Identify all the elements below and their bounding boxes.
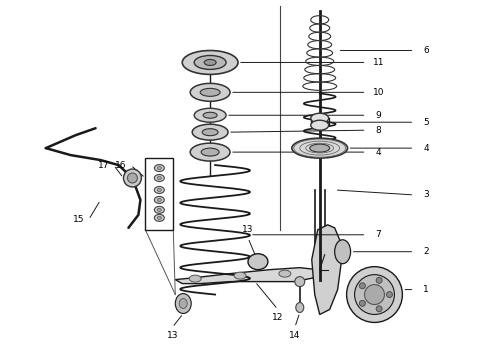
Text: 11: 11: [373, 58, 384, 67]
Text: 12: 12: [272, 313, 284, 322]
Ellipse shape: [175, 293, 191, 314]
Ellipse shape: [157, 208, 161, 211]
Ellipse shape: [234, 272, 246, 279]
Ellipse shape: [154, 197, 164, 203]
Text: 4: 4: [376, 148, 381, 157]
Ellipse shape: [157, 216, 161, 219]
Ellipse shape: [127, 173, 137, 183]
Ellipse shape: [335, 240, 350, 264]
Text: 16: 16: [115, 161, 126, 170]
Ellipse shape: [346, 267, 402, 323]
Ellipse shape: [194, 108, 226, 122]
Text: 10: 10: [373, 88, 384, 97]
Ellipse shape: [154, 186, 164, 193]
Ellipse shape: [182, 50, 238, 75]
Ellipse shape: [154, 214, 164, 221]
Text: 14: 14: [289, 331, 300, 340]
Ellipse shape: [360, 283, 366, 289]
Ellipse shape: [202, 129, 218, 136]
Ellipse shape: [157, 176, 161, 180]
Ellipse shape: [190, 143, 230, 161]
Ellipse shape: [310, 144, 330, 152]
Ellipse shape: [194, 55, 226, 69]
Ellipse shape: [248, 254, 268, 270]
Text: 15: 15: [73, 215, 84, 224]
Text: 5: 5: [423, 118, 429, 127]
Text: 8: 8: [376, 126, 381, 135]
Ellipse shape: [376, 277, 382, 283]
Text: 13: 13: [167, 331, 178, 340]
Polygon shape: [175, 268, 318, 284]
Text: 9: 9: [376, 111, 381, 120]
Text: 2: 2: [423, 247, 429, 256]
Ellipse shape: [200, 88, 220, 96]
Polygon shape: [312, 225, 342, 315]
Text: 4: 4: [423, 144, 429, 153]
Ellipse shape: [387, 292, 392, 298]
Ellipse shape: [157, 189, 161, 192]
Ellipse shape: [123, 169, 142, 187]
Ellipse shape: [157, 167, 161, 170]
Text: 3: 3: [423, 190, 429, 199]
Ellipse shape: [292, 138, 347, 158]
Ellipse shape: [157, 198, 161, 201]
Text: 13: 13: [242, 225, 254, 234]
Ellipse shape: [311, 113, 329, 123]
Ellipse shape: [201, 148, 219, 156]
Ellipse shape: [296, 302, 304, 312]
Ellipse shape: [179, 298, 187, 309]
Ellipse shape: [295, 276, 305, 287]
Ellipse shape: [154, 175, 164, 181]
Ellipse shape: [311, 120, 329, 130]
Ellipse shape: [355, 275, 394, 315]
Ellipse shape: [203, 112, 217, 118]
Text: 17: 17: [98, 161, 109, 170]
Ellipse shape: [190, 84, 230, 101]
Ellipse shape: [154, 165, 164, 171]
Text: 7: 7: [376, 230, 381, 239]
Ellipse shape: [360, 300, 366, 306]
Ellipse shape: [204, 59, 216, 66]
Text: 6: 6: [423, 46, 429, 55]
Ellipse shape: [189, 275, 201, 282]
Ellipse shape: [192, 124, 228, 140]
Ellipse shape: [154, 206, 164, 213]
Text: 1: 1: [423, 285, 429, 294]
Ellipse shape: [376, 306, 382, 312]
Ellipse shape: [365, 285, 385, 305]
Ellipse shape: [279, 270, 291, 277]
